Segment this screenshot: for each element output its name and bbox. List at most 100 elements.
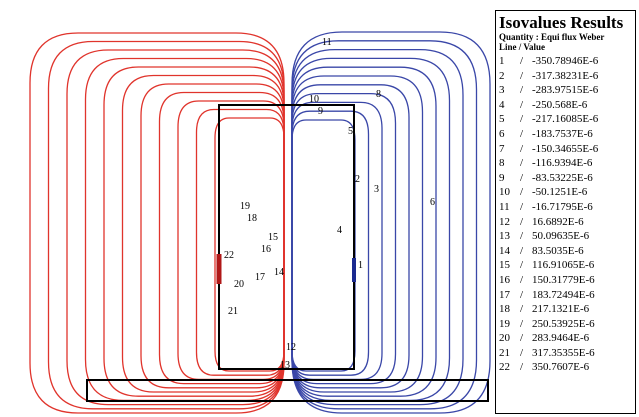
isoline-label: 21 [228, 306, 238, 317]
legend-line-value: 83.5035E-6 [532, 244, 584, 257]
isoline-label: 12 [286, 342, 296, 353]
legend-line-value: 250.53925E-6 [532, 317, 595, 330]
legend-line-value: 50.09635E-6 [532, 230, 590, 243]
legend-row: 3 / -283.97515E-6 [499, 83, 635, 98]
legend-row: 15 / 116.91065E-6 [499, 258, 635, 273]
legend-line-number: 9 [499, 171, 505, 184]
legend-line-number: 21 [499, 346, 510, 359]
legend-row: 13 / 50.09635E-6 [499, 229, 635, 244]
legend-line-number: 15 [499, 259, 510, 272]
legend-header: Line / Value [499, 42, 546, 52]
legend-line-value: 16.6892E-6 [532, 215, 584, 228]
isoline-label: 13 [280, 360, 290, 371]
legend-row: 7 / -150.34655E-6 [499, 142, 635, 157]
legend-line-number: 13 [499, 230, 510, 243]
isoline-label: 11 [322, 37, 332, 48]
flux-isoline [291, 57, 451, 402]
isoline-label: 1 [358, 260, 363, 271]
legend-separator: / [520, 171, 524, 184]
legend-row: 22 / 350.7607E-6 [499, 360, 635, 375]
flux-isoline [29, 32, 285, 414]
legend-line-number: 2 [499, 69, 505, 82]
legend-separator: / [520, 288, 524, 301]
isovalues-legend: Isovalues Results Quantity : Equi flux W… [495, 10, 636, 414]
legend-line-value: -116.9394E-6 [532, 157, 593, 170]
legend-row: 2 / -317.38231E-6 [499, 69, 635, 84]
legend-separator: / [520, 200, 524, 213]
legend-line-number: 10 [499, 186, 510, 199]
legend-line-number: 1 [499, 55, 505, 67]
legend-line-value: -16.71795E-6 [532, 200, 593, 213]
legend-separator: / [520, 127, 524, 140]
legend-line-value: -350.78946E-6 [532, 55, 599, 67]
legend-line-number: 19 [499, 317, 510, 330]
legend-line-value: -83.53225E-6 [532, 171, 593, 184]
legend-line-number: 22 [499, 361, 510, 374]
legend-line-number: 17 [499, 288, 510, 301]
legend-line-number: 6 [499, 127, 505, 140]
isoline-label: 18 [247, 213, 257, 224]
legend-line-value: -217.16085E-6 [532, 113, 599, 126]
isoline-label: 19 [240, 201, 250, 212]
legend-line-number: 18 [499, 303, 510, 316]
flux-isoline [214, 117, 285, 372]
flux-isoline [291, 75, 424, 393]
legend-row: 5 / -217.16085E-6 [499, 112, 635, 127]
legend-row: 18 / 217.1321E-6 [499, 302, 635, 317]
legend-row: 11 / -16.71795E-6 [499, 200, 635, 215]
isoline-label: 15 [268, 232, 278, 243]
isoline-label: 17 [255, 272, 265, 283]
legend-line-number: 20 [499, 332, 510, 345]
flux-isoline [291, 40, 478, 410]
legend-separator: / [520, 244, 524, 257]
flux-isoline [195, 108, 285, 376]
flux-isoline [291, 92, 397, 385]
legend-row: 21 / 317.35355E-6 [499, 346, 635, 361]
flux-isoline [103, 66, 285, 397]
legend-separator: / [520, 55, 524, 67]
legend-line-value: -250.568E-6 [532, 98, 588, 111]
legend-separator: / [520, 332, 524, 345]
legend-separator: / [520, 157, 524, 170]
legend-separator: / [520, 69, 524, 82]
isoline-label: 2 [355, 174, 360, 185]
legend-separator: / [520, 361, 524, 374]
legend-rows: 1 / -350.78946E-6 2 / -317.38231E-6 3 / -283.975… [499, 54, 635, 375]
flux-isoline [140, 83, 285, 389]
legend-line-number: 3 [499, 84, 505, 97]
isoline-label: 16 [261, 244, 271, 255]
flux-isoline [66, 49, 285, 406]
isoline-label: 6 [430, 197, 435, 208]
legend-row: 19 / 250.53925E-6 [499, 317, 635, 332]
flux-isoline [291, 119, 356, 372]
legend-separator: / [520, 230, 524, 243]
core-outline [218, 104, 355, 370]
legend-line-value: 283.9464E-6 [532, 332, 590, 345]
legend-line-value: 150.31779E-6 [532, 273, 595, 286]
legend-line-value: 217.1321E-6 [532, 303, 590, 316]
legend-line-value: -150.34655E-6 [532, 142, 599, 155]
legend-separator: / [520, 317, 524, 330]
legend-line-number: 8 [499, 157, 505, 170]
legend-title: Isovalues Results [499, 13, 624, 32]
legend-quantity: Quantity : Equi flux Weber [499, 32, 605, 42]
legend-line-value: 350.7607E-6 [532, 361, 590, 374]
legend-separator: / [520, 346, 524, 359]
flux-isoline [47, 40, 285, 410]
legend-separator: / [520, 98, 524, 111]
legend-row: 20 / 283.9464E-6 [499, 331, 635, 346]
isoline-label: 14 [274, 267, 284, 278]
isoline-label: 3 [374, 184, 379, 195]
legend-row: 8 / -116.9394E-6 [499, 156, 635, 171]
isoline-label: 9 [318, 106, 323, 117]
legend-row: 14 / 83.5035E-6 [499, 244, 635, 259]
legend-line-value: -317.38231E-6 [532, 69, 599, 82]
legend-row: 16 / 150.31779E-6 [499, 273, 635, 288]
legend-separator: / [520, 186, 524, 199]
flux-isoline [291, 66, 437, 397]
legend-line-number: 12 [499, 215, 510, 228]
isoline-label: 4 [337, 225, 342, 236]
legend-row: 10 / -50.1251E-6 [499, 185, 635, 200]
legend-line-number: 7 [499, 142, 505, 155]
